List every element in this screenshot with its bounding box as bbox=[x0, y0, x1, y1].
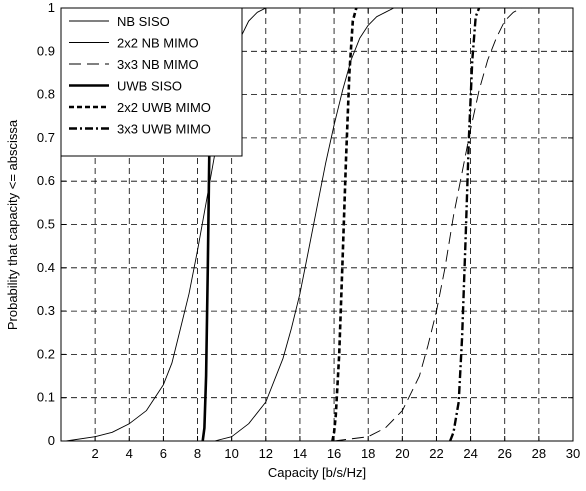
legend-label-1: NB SISO bbox=[117, 14, 170, 29]
x-tick-label: 14 bbox=[293, 446, 307, 461]
x-tick-label: 6 bbox=[160, 446, 167, 461]
x-tick-label: 8 bbox=[194, 446, 201, 461]
series-line-2 bbox=[214, 7, 395, 442]
series-line-5 bbox=[331, 7, 358, 442]
y-tick-label: 0.1 bbox=[37, 390, 55, 405]
legend-box bbox=[60, 7, 243, 157]
series-line-3 bbox=[334, 7, 523, 442]
legend-label-3: 3x3 NB MIMO bbox=[117, 57, 199, 72]
x-tick-label: 12 bbox=[259, 446, 273, 461]
x-tick-label: 30 bbox=[566, 446, 580, 461]
y-axis-title: Probability that capacity <= abscissa bbox=[5, 119, 20, 330]
legend: NB SISO 2x2 NB MIMO 3x3 NB MIMO UWB SISO 2x2… bbox=[60, 7, 243, 157]
y-tick-label: 0.8 bbox=[37, 87, 55, 102]
x-tick-label: 26 bbox=[497, 446, 511, 461]
series-line-6 bbox=[448, 7, 481, 442]
legend-label-2: 2x2 NB MIMO bbox=[117, 36, 199, 51]
y-tick-label: 0 bbox=[48, 433, 55, 448]
x-tick-label: 20 bbox=[395, 446, 409, 461]
x-tick-label: 2 bbox=[92, 446, 99, 461]
x-tick-label: 16 bbox=[327, 446, 341, 461]
y-tick-label: 1 bbox=[48, 0, 55, 15]
legend-label-5: 2x2 UWB MIMO bbox=[117, 100, 211, 115]
x-tick-label: 18 bbox=[361, 446, 375, 461]
y-tick-label: 0.9 bbox=[37, 43, 55, 58]
x-tick-label: 10 bbox=[224, 446, 238, 461]
x-tick-label: 22 bbox=[429, 446, 443, 461]
x-tick-label: 28 bbox=[532, 446, 546, 461]
legend-label-6: 3x3 UWB MIMO bbox=[117, 122, 211, 137]
x-axis-title: Capacity [b/s/Hz] bbox=[268, 465, 366, 480]
y-tick-label: 0.7 bbox=[37, 130, 55, 145]
y-tick-label: 0.2 bbox=[37, 346, 55, 361]
y-tick-label: 0.4 bbox=[37, 260, 55, 275]
y-tick-label: 0.3 bbox=[37, 303, 55, 318]
x-tick-label: 4 bbox=[126, 446, 133, 461]
y-tick-label: 0.5 bbox=[37, 217, 55, 232]
x-tick-label: 24 bbox=[463, 446, 477, 461]
y-tick-label: 0.6 bbox=[37, 173, 55, 188]
legend-label-4: UWB SISO bbox=[117, 79, 182, 94]
